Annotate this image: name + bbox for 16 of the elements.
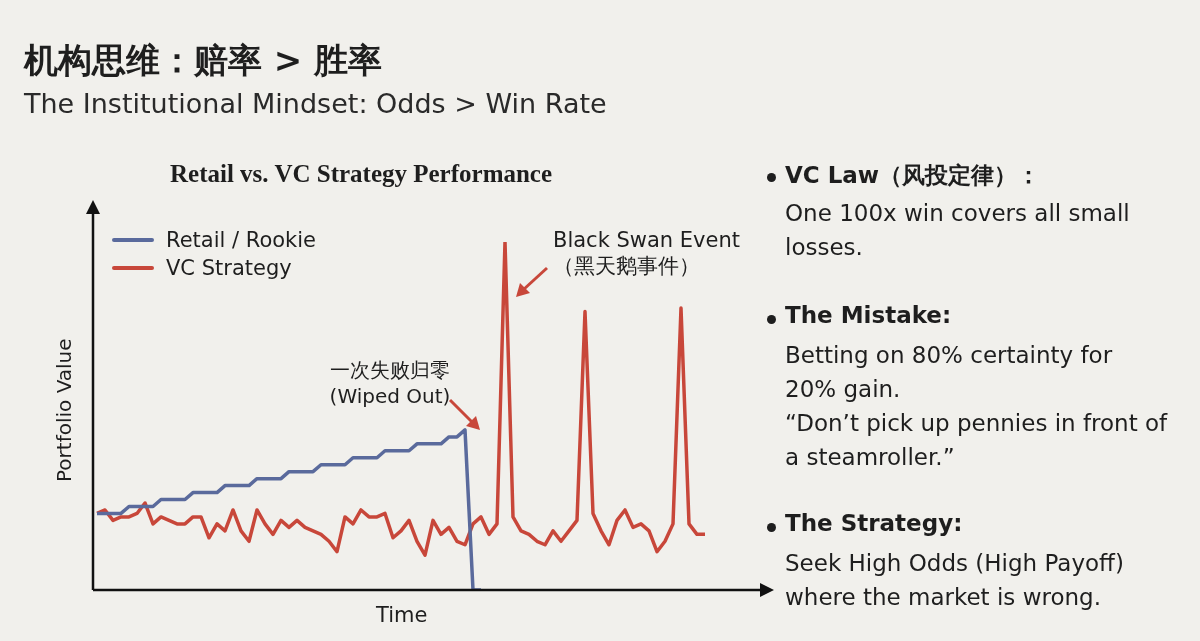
chart-subtitle: The Institutional Mindset: Odds > Win Rate bbox=[24, 88, 607, 119]
text: Retail vs. VC Strategy Performance bbox=[170, 160, 553, 188]
chart-title: 机构思维：赔率 > 胜率 bbox=[24, 39, 383, 82]
text: The Strategy: bbox=[785, 510, 963, 536]
text: “Don’t pick up pennies in front of a steamroller.” bbox=[785, 409, 1169, 472]
text: The Mistake: bbox=[785, 302, 952, 328]
text: Seek High Odds (High Payoff) where the market is wrong. bbox=[785, 549, 1125, 612]
legend-label: VC Strategy bbox=[166, 256, 292, 280]
annotation: 一次失败归零 (Wiped Out) bbox=[328, 357, 452, 408]
annotation: Black Swan Event （黑天鹅事件） bbox=[553, 228, 741, 280]
y-axis-title: Portfolio Value bbox=[52, 338, 76, 482]
x-axis-title: Time bbox=[376, 603, 428, 627]
legend-label: Retail / Rookie bbox=[166, 228, 317, 252]
text: VC Law（风投定律）： bbox=[785, 161, 1041, 190]
text: Betting on 80% certainty for 20% gain. bbox=[785, 341, 1114, 404]
text: One 100x win covers all small losses. bbox=[785, 199, 1131, 262]
